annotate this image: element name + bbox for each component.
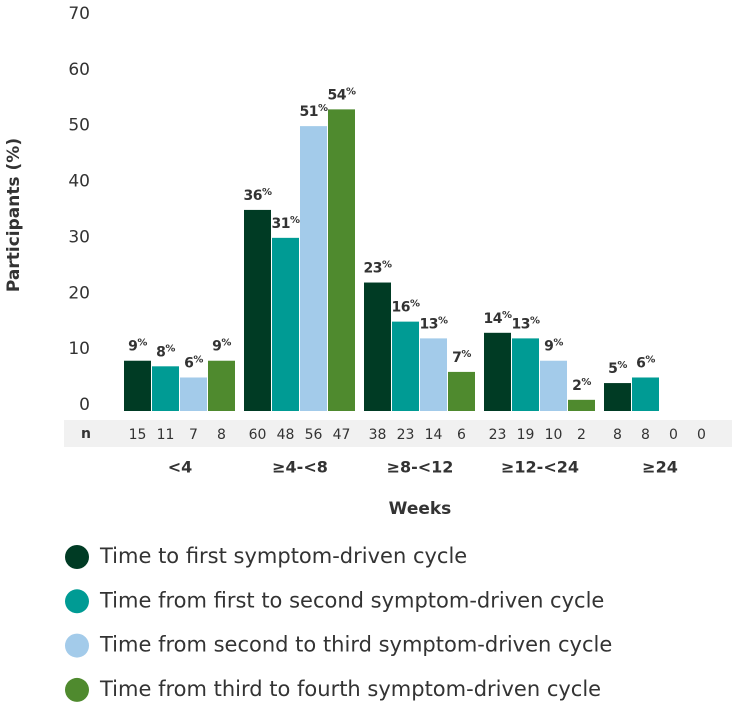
value-label: 31% [271,215,299,232]
y-axis-title: Participants (%) [4,138,24,292]
legend-swatch [65,545,89,569]
value-label: 23% [363,260,391,277]
y-tick-label: 10 [68,339,90,359]
n-value: 8 [641,427,650,443]
n-value: 14 [425,427,443,443]
value-label: 16% [391,299,419,316]
x-tick-label: ≥8-<12 [387,458,454,477]
n-value: 48 [277,427,295,443]
bar [328,109,355,411]
bar [540,360,567,411]
value-label: 54% [327,86,355,103]
x-tick-label: ≥12-<24 [501,458,579,477]
legend-swatch [65,589,89,614]
legend-label: Time from second to third symptom-driven… [99,633,612,657]
value-label: 13% [511,315,539,332]
y-tick-label: 0 [79,395,90,415]
n-value: 56 [305,427,323,443]
n-label: n [81,426,91,442]
x-tick-label: ≥4-<8 [272,458,328,477]
bar [272,237,299,411]
value-label: 9% [212,338,231,355]
value-label: 13% [419,315,447,332]
n-value: 10 [545,427,563,443]
bar [180,377,207,411]
y-tick-label: 20 [68,283,90,303]
n-value: 23 [489,427,507,443]
value-label: 14% [483,310,511,327]
n-value: 8 [613,427,622,443]
bar [604,383,631,411]
n-value: 2 [577,427,586,443]
bar [632,377,659,411]
legend-label: Time from first to second symptom-driven… [99,588,604,612]
bar [392,321,419,411]
value-label: 2% [572,377,591,394]
y-tick-label: 30 [68,227,90,247]
value-label: 5% [608,360,627,377]
bar [208,360,235,411]
legend-label: Time to first symptom-driven cycle [99,544,467,568]
bar [300,126,327,411]
legend-label: Time from third to fourth symptom-driven… [99,677,601,701]
n-value: 47 [333,427,351,443]
x-tick-label: <4 [168,458,193,477]
n-value: 11 [157,427,175,443]
value-label: 9% [544,338,563,355]
value-label: 51% [299,103,327,120]
n-value: 8 [217,427,226,443]
bar [152,366,179,411]
value-label: 9% [128,338,147,355]
n-row-band [64,420,732,447]
bar [420,338,447,411]
n-value: 38 [369,427,387,443]
n-value: 0 [669,427,678,443]
value-label: 7% [452,349,471,366]
n-value: 6 [457,427,466,443]
n-value: 0 [697,427,706,443]
y-tick-label: 70 [68,4,90,24]
n-value: 23 [397,427,415,443]
n-value: 15 [129,427,147,443]
n-value: 7 [189,427,198,443]
n-value: 19 [517,427,535,443]
bar [364,282,391,411]
x-axis-title: Weeks [389,499,452,519]
x-tick-label: ≥24 [642,458,678,477]
value-label: 8% [156,343,175,360]
legend-swatch [65,633,89,658]
bar [568,399,595,411]
value-label: 36% [243,187,271,204]
bar [124,360,151,411]
y-tick-label: 60 [68,60,90,80]
bar [484,332,511,411]
y-tick-label: 40 [68,172,90,192]
legend-swatch [65,677,89,702]
n-value: 60 [249,427,267,443]
value-label: 6% [636,354,655,371]
bar [512,338,539,411]
y-tick-label: 50 [68,116,90,136]
value-label: 6% [184,354,203,371]
bar [448,371,475,411]
bar [244,209,271,411]
